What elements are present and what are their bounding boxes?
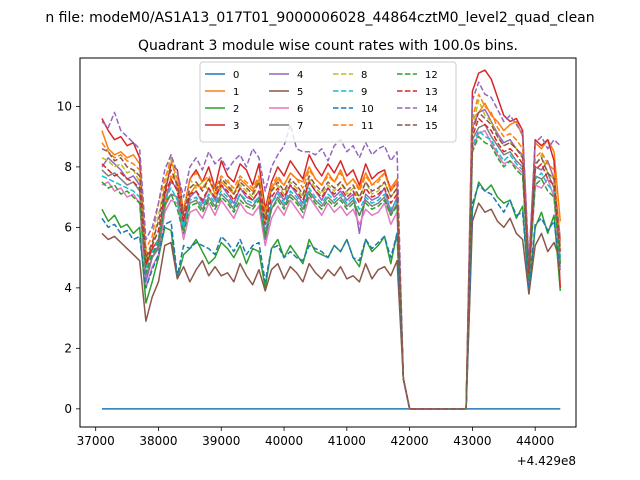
legend-label-15: 15 <box>425 121 438 132</box>
x-tick-label: 37000 <box>77 434 115 448</box>
series-line-14 <box>101 81 561 410</box>
legend-label-5: 5 <box>297 87 303 98</box>
series-layer <box>101 69 562 410</box>
legend-label-7: 7 <box>297 121 303 132</box>
series-line-8 <box>101 99 562 410</box>
series-line-10 <box>101 184 562 410</box>
figure-suptitle: n file: modeM0/AS1A13_017T01_9000006028_… <box>45 10 594 26</box>
chart-title: Quadrant 3 module wise count rates with … <box>138 38 518 54</box>
y-tick-label: 4 <box>64 281 72 295</box>
series-line-5 <box>101 202 562 410</box>
series-line-15 <box>101 111 562 410</box>
x-tick-label: 39000 <box>202 434 240 448</box>
y-tick-label: 8 <box>64 160 72 174</box>
x-tick-label: 42000 <box>391 434 429 448</box>
legend-label-2: 2 <box>233 104 239 115</box>
y-tick-label: 0 <box>64 402 72 416</box>
y-tick-label: 6 <box>64 220 72 234</box>
legend-label-11: 11 <box>361 121 374 132</box>
x-tick-label: 44000 <box>516 434 554 448</box>
legend-label-3: 3 <box>233 121 239 132</box>
x-tick-label: 38000 <box>139 434 177 448</box>
legend-label-12: 12 <box>425 70 438 81</box>
legend-label-10: 10 <box>361 104 374 115</box>
legend-label-6: 6 <box>297 104 303 115</box>
legend-label-14: 14 <box>425 104 438 115</box>
x-tick-label: 40000 <box>265 434 303 448</box>
x-axis-offset-label: +4.429e8 <box>517 454 576 468</box>
plot-frame <box>79 57 577 428</box>
legend-label-0: 0 <box>233 70 239 81</box>
legend-label-1: 1 <box>233 87 239 98</box>
series-line-9 <box>101 129 562 410</box>
y-tick-label: 10 <box>57 99 72 113</box>
y-axis: 0 2 4 6 8 10 <box>57 99 80 416</box>
y-tick-label: 2 <box>64 341 72 355</box>
legend-label-4: 4 <box>297 70 303 81</box>
legend-label-8: 8 <box>361 70 367 81</box>
legend-box <box>199 61 457 143</box>
series-line-13 <box>101 117 562 410</box>
series-line-12 <box>101 135 562 410</box>
series-line-6 <box>101 129 562 410</box>
x-tick-label: 41000 <box>328 434 366 448</box>
legend-label-13: 13 <box>425 87 438 98</box>
series-line-11 <box>101 93 562 410</box>
x-tick-label: 43000 <box>453 434 491 448</box>
x-axis: 37000 38000 39000 40000 41000 42000 43000 44000 <box>77 427 554 448</box>
series-line-7 <box>101 123 562 410</box>
legend-label-9: 9 <box>361 87 367 98</box>
